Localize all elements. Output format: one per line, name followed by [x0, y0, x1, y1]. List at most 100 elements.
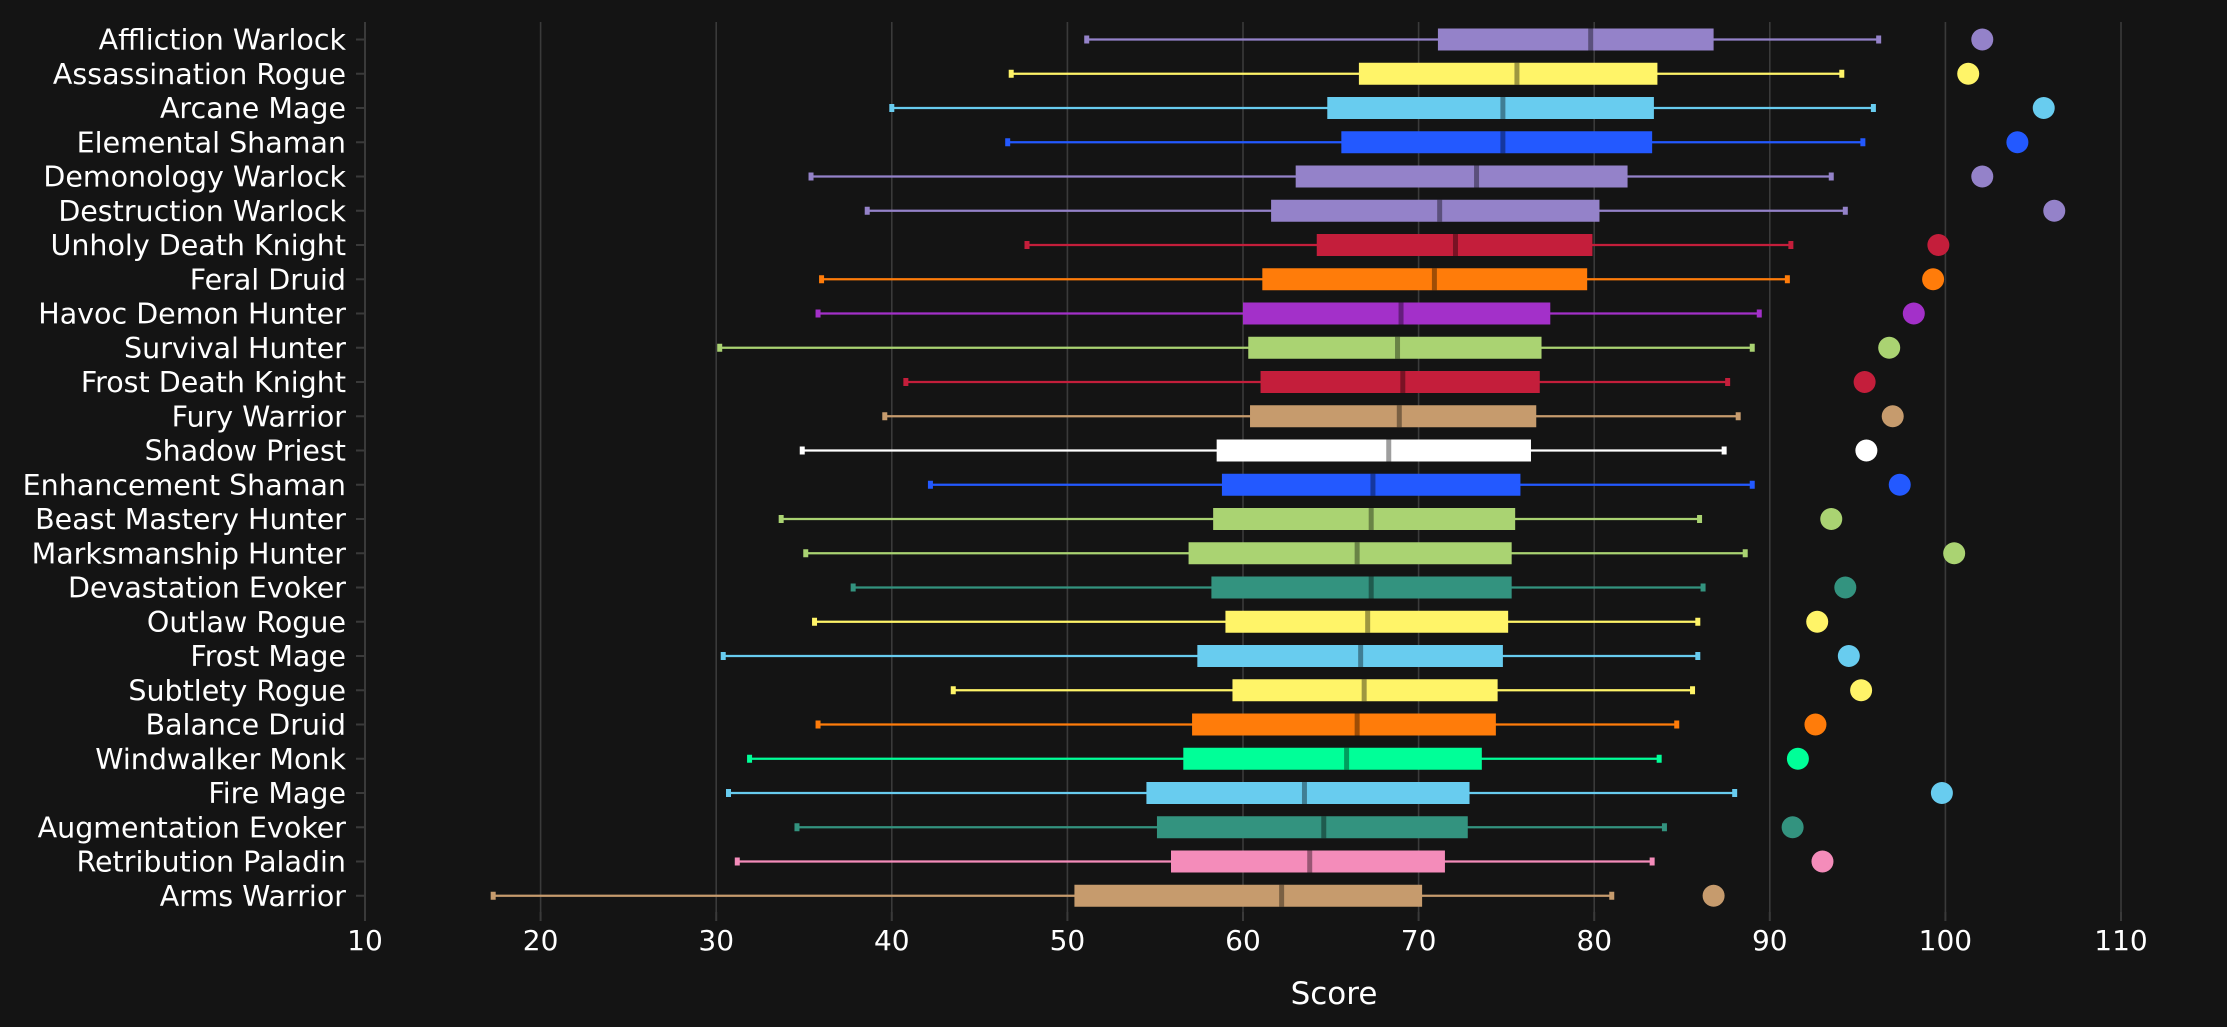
max-point	[1927, 234, 1950, 256]
iqr-box	[1358, 62, 1658, 85]
category-label: Havoc Demon Hunter	[38, 298, 346, 331]
series-row	[815, 713, 1827, 736]
median-mark	[1307, 850, 1313, 873]
grid-lines	[539, 22, 2122, 912]
series-row	[882, 405, 1904, 428]
max-point	[1902, 302, 1925, 325]
iqr-box	[1437, 28, 1714, 51]
category-label: Retribution Paladin	[77, 846, 347, 879]
category-label: Assassination Rogue	[53, 58, 346, 91]
iqr-box	[1188, 542, 1512, 565]
max-point	[1804, 713, 1827, 736]
median-mark	[1500, 131, 1506, 154]
category-label: Feral Druid	[190, 263, 346, 296]
x-tick-label: 20	[523, 924, 559, 957]
iqr-box	[1225, 610, 1509, 633]
max-point	[2006, 131, 2029, 154]
median-mark	[1500, 97, 1506, 119]
iqr-box	[1250, 405, 1537, 428]
category-label: Devastation Evoker	[68, 572, 346, 605]
category-label: Balance Druid	[146, 709, 346, 742]
axes: 10 20 30 40 50 60 70 80 90 100 110	[347, 22, 2148, 957]
max-point	[1971, 28, 1994, 51]
median-mark	[1400, 371, 1406, 393]
series-boxes	[490, 28, 2066, 907]
series-row	[1024, 234, 1950, 256]
max-point	[1881, 405, 1904, 428]
series-row	[927, 473, 1911, 496]
median-mark	[1474, 165, 1480, 188]
median-mark	[1431, 268, 1437, 291]
x-tick-label: 10	[347, 924, 383, 957]
x-tick-label: 80	[1576, 924, 1612, 957]
iqr-box	[1271, 199, 1600, 222]
x-tick-label: 30	[698, 924, 734, 957]
series-row	[950, 679, 1873, 702]
max-point	[1878, 336, 1901, 359]
median-mark	[1354, 713, 1360, 736]
median-mark	[1321, 816, 1327, 839]
category-label: Fury Warrior	[172, 400, 347, 433]
max-point	[1922, 268, 1945, 291]
iqr-box	[1243, 302, 1551, 325]
x-axis-title: Score	[1291, 976, 1378, 1012]
iqr-box	[1232, 679, 1498, 702]
iqr-box	[1221, 473, 1521, 496]
category-label: Affliction Warlock	[99, 24, 347, 57]
x-tick-label: 50	[1050, 924, 1086, 957]
series-row	[812, 610, 1829, 633]
median-mark	[1368, 508, 1374, 530]
x-tick-label: 100	[1919, 924, 1972, 957]
median-mark	[1437, 199, 1443, 222]
iqr-box	[1295, 165, 1628, 188]
category-label: Demonology Warlock	[43, 161, 346, 194]
iqr-box	[1156, 816, 1468, 839]
iqr-box	[1183, 747, 1482, 770]
iqr-box	[1327, 97, 1654, 119]
series-row	[794, 816, 1804, 839]
series-row	[747, 747, 1809, 770]
max-point	[1930, 782, 1953, 804]
x-tick-label: 40	[874, 924, 910, 957]
max-point	[1855, 439, 1878, 462]
median-mark	[1395, 336, 1401, 359]
category-label: Destruction Warlock	[58, 195, 346, 228]
series-row	[850, 576, 1857, 599]
median-mark	[1398, 302, 1404, 325]
category-label: Subtlety Rogue	[128, 674, 346, 707]
max-point	[1837, 645, 1860, 667]
series-row	[803, 542, 1966, 565]
category-label: Marksmanship Hunter	[32, 537, 347, 570]
iqr-box	[1260, 371, 1540, 393]
median-mark	[1344, 747, 1350, 770]
iqr-box	[1316, 234, 1593, 256]
median-mark	[1301, 782, 1307, 804]
iqr-box	[1213, 508, 1516, 530]
iqr-box	[1197, 645, 1503, 667]
max-point	[1888, 473, 1911, 496]
category-label: Unholy Death Knight	[50, 229, 346, 262]
x-tick-label: 90	[1752, 924, 1788, 957]
iqr-box	[1192, 713, 1496, 736]
median-mark	[1452, 234, 1458, 256]
max-point	[1957, 62, 1980, 85]
series-row	[889, 97, 2055, 119]
category-label: Arms Warrior	[160, 880, 346, 913]
max-point	[1786, 747, 1809, 770]
max-point	[1943, 542, 1966, 565]
iqr-box	[1211, 576, 1512, 599]
series-row	[717, 336, 1901, 359]
series-row	[903, 371, 1876, 393]
x-tick-label: 110	[2094, 924, 2147, 957]
median-mark	[1354, 542, 1360, 565]
max-point	[1853, 371, 1876, 393]
category-label: Survival Hunter	[124, 332, 346, 365]
median-mark	[1370, 473, 1376, 496]
series-row	[808, 165, 1994, 188]
category-label: Beast Mastery Hunter	[35, 503, 346, 536]
max-point	[1850, 679, 1873, 702]
median-mark	[1279, 884, 1285, 907]
max-point	[1834, 576, 1857, 599]
